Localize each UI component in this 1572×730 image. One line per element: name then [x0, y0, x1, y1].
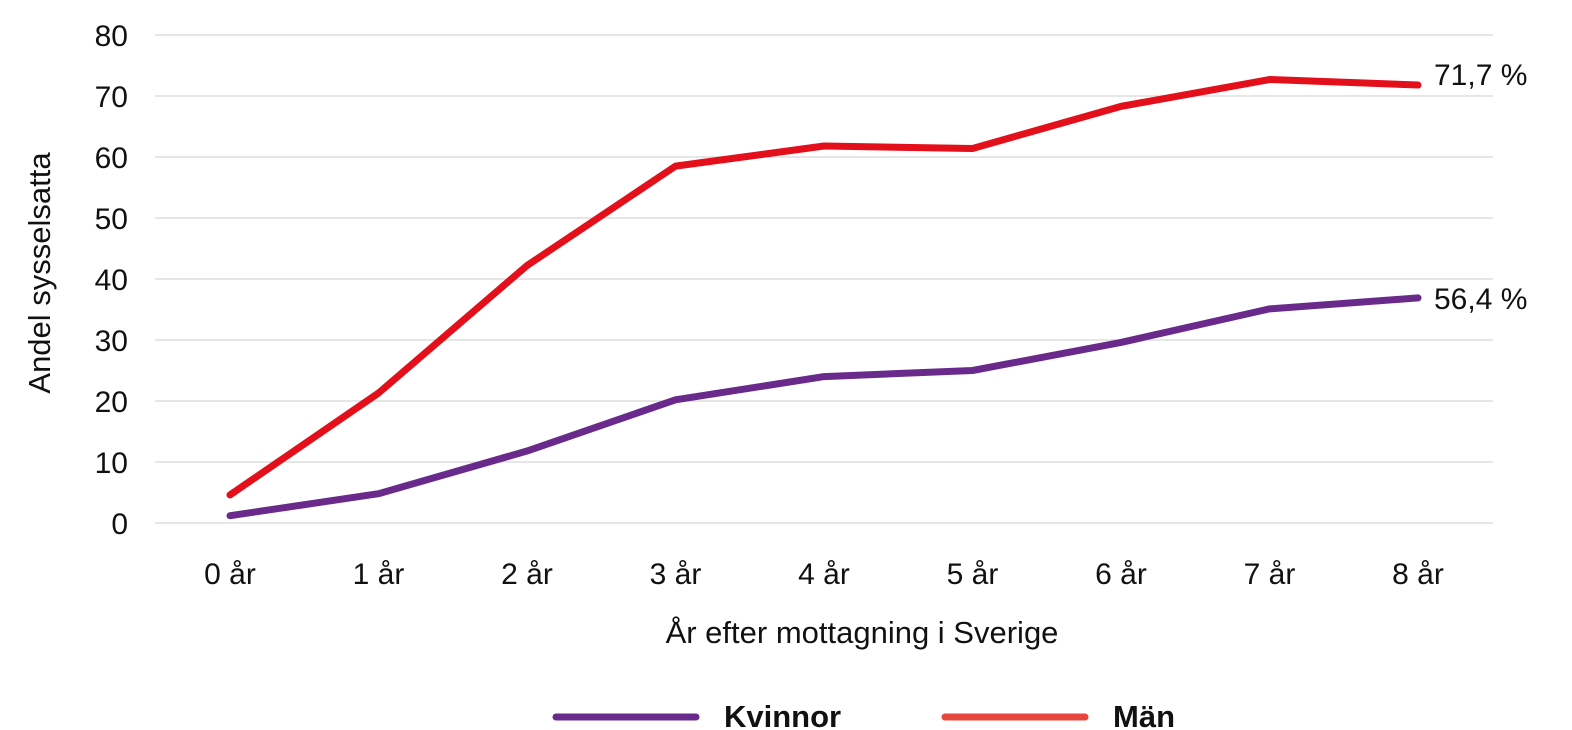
x-tick-label: 1 år — [353, 558, 405, 591]
y-tick-label: 30 — [95, 325, 128, 358]
series-end-label: 56,4 % — [1434, 283, 1527, 316]
x-tick-label: 6 år — [1095, 558, 1147, 591]
y-tick-label: 60 — [95, 142, 128, 175]
legend: Kvinnor Män — [552, 699, 1175, 730]
y-tick-label: 40 — [95, 264, 128, 297]
y-tick-label: 0 — [111, 508, 128, 541]
series-end-label: 71,7 % — [1434, 59, 1527, 92]
y-tick-label: 20 — [95, 386, 128, 419]
x-tick-label: 4 år — [798, 558, 850, 591]
y-tick-label: 70 — [95, 81, 128, 114]
x-tick-label: 0 år — [204, 558, 256, 591]
y-tick-label: 80 — [95, 20, 128, 53]
series-line-0 — [226, 294, 1422, 520]
x-tick-label: 7 år — [1244, 558, 1296, 591]
x-tick-label: 5 år — [947, 558, 999, 591]
x-axis-title: År efter mottagning i Sverige — [666, 615, 1059, 650]
x-tick-label: 8 år — [1392, 558, 1444, 591]
series-line-1 — [226, 76, 1422, 499]
y-axis-title: Andel sysselsatta — [22, 152, 57, 394]
series-lines — [226, 76, 1422, 520]
x-axis-ticks: 0 år 1 år 2 år 3 år 4 år 5 år 6 år 7 år 8 år — [204, 558, 1444, 591]
gridlines — [155, 34, 1493, 524]
legend-label: Män — [1113, 699, 1175, 730]
x-tick-label: 3 år — [650, 558, 702, 591]
y-tick-label: 50 — [95, 203, 128, 236]
legend-label: Kvinnor — [724, 699, 841, 730]
x-tick-label: 2 år — [501, 558, 553, 591]
y-axis-ticks: 0 10 20 30 40 50 60 70 80 — [95, 20, 128, 541]
series-end-labels: 56,4 % 71,7 % — [1434, 59, 1527, 316]
y-tick-label: 10 — [95, 447, 128, 480]
